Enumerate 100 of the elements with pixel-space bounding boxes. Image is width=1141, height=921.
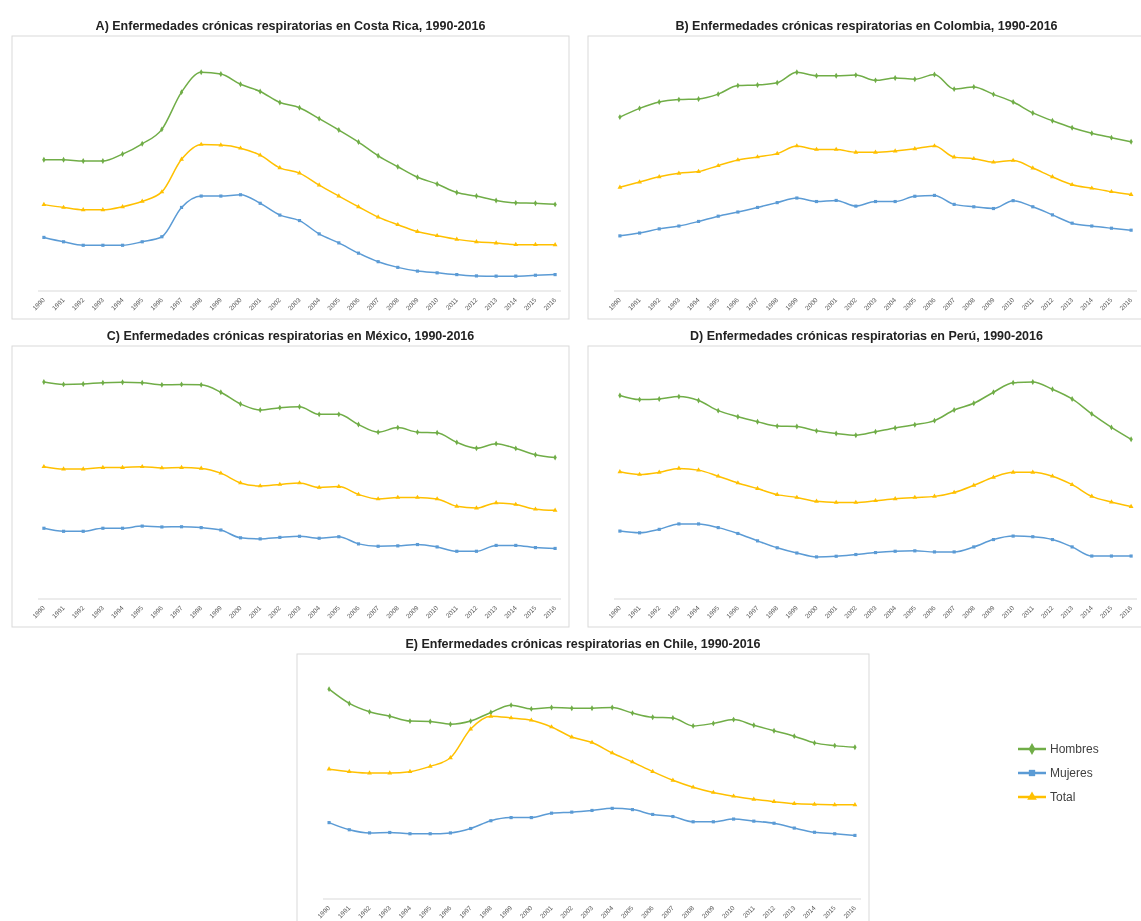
point <box>238 81 243 88</box>
point <box>80 207 86 212</box>
point <box>356 251 361 255</box>
chart-title: E) Enfermedades crónicas respiratorias en Chile, 1990-2016 <box>405 637 761 651</box>
point <box>120 379 125 386</box>
point <box>873 149 878 154</box>
point <box>120 204 125 209</box>
point <box>297 218 302 223</box>
point <box>913 194 917 198</box>
chart-title: B) Enfermedades crónicas respiratorias en Colombia, 1990-2016 <box>675 19 1058 33</box>
point <box>952 202 956 206</box>
point <box>139 198 145 203</box>
point <box>474 274 479 278</box>
point <box>179 381 184 388</box>
point <box>258 201 262 205</box>
point <box>951 489 957 494</box>
point <box>277 165 283 170</box>
point <box>513 241 519 247</box>
point <box>971 482 977 487</box>
point <box>415 269 420 273</box>
point <box>415 228 420 233</box>
point <box>991 389 996 396</box>
point <box>317 536 321 540</box>
point <box>812 801 817 806</box>
point <box>751 796 757 801</box>
point <box>991 91 996 98</box>
point <box>1069 181 1075 187</box>
point <box>1050 174 1055 179</box>
point <box>1129 554 1133 558</box>
point <box>356 204 361 209</box>
point <box>468 718 473 725</box>
point <box>696 168 701 173</box>
point <box>814 146 819 151</box>
point <box>1031 535 1035 539</box>
point <box>676 170 682 175</box>
point <box>528 717 534 722</box>
point <box>346 768 352 774</box>
point <box>514 274 518 278</box>
point <box>415 174 420 181</box>
point <box>474 239 479 244</box>
legend-label: Mujeres <box>1050 766 1093 781</box>
point <box>794 143 800 148</box>
point <box>179 464 184 469</box>
point <box>1050 473 1055 478</box>
point <box>494 274 498 278</box>
point <box>637 231 642 235</box>
point <box>650 714 655 721</box>
point <box>549 811 554 815</box>
point <box>61 240 66 244</box>
point <box>650 768 656 774</box>
point <box>474 549 479 553</box>
point <box>238 401 243 407</box>
point <box>316 484 322 489</box>
chart-title: D) Enfermedades crónicas respiratorias en Perú, 1990-2016 <box>690 329 1044 343</box>
point <box>814 72 819 79</box>
point <box>238 193 243 197</box>
point <box>812 739 817 746</box>
point <box>716 526 720 530</box>
point <box>710 789 716 794</box>
point <box>219 528 223 532</box>
point <box>140 240 144 244</box>
point <box>337 127 341 133</box>
point <box>1090 224 1094 228</box>
point <box>732 817 736 821</box>
point <box>297 534 302 538</box>
point <box>795 196 799 200</box>
point <box>219 71 223 77</box>
point <box>435 271 439 275</box>
point <box>677 224 681 228</box>
point <box>715 473 721 478</box>
point <box>326 766 332 771</box>
point <box>489 819 493 823</box>
point <box>696 95 701 102</box>
point <box>297 104 302 111</box>
point <box>657 99 661 105</box>
point <box>735 480 741 485</box>
point <box>630 808 635 812</box>
point <box>932 417 937 424</box>
point <box>337 241 341 245</box>
point <box>690 784 696 789</box>
point <box>1089 493 1095 498</box>
point <box>932 493 937 498</box>
point <box>1109 554 1114 558</box>
point <box>61 156 66 163</box>
point <box>774 150 780 156</box>
point <box>755 81 760 88</box>
point <box>100 464 106 469</box>
point <box>356 421 361 428</box>
point <box>932 71 937 78</box>
point <box>1070 396 1074 402</box>
point <box>41 201 47 206</box>
point <box>533 241 538 247</box>
point <box>120 464 125 469</box>
point <box>159 465 165 470</box>
point <box>140 524 144 528</box>
point <box>488 713 494 718</box>
point <box>160 525 164 529</box>
point <box>198 465 204 470</box>
point <box>1050 386 1055 393</box>
point <box>238 145 243 150</box>
